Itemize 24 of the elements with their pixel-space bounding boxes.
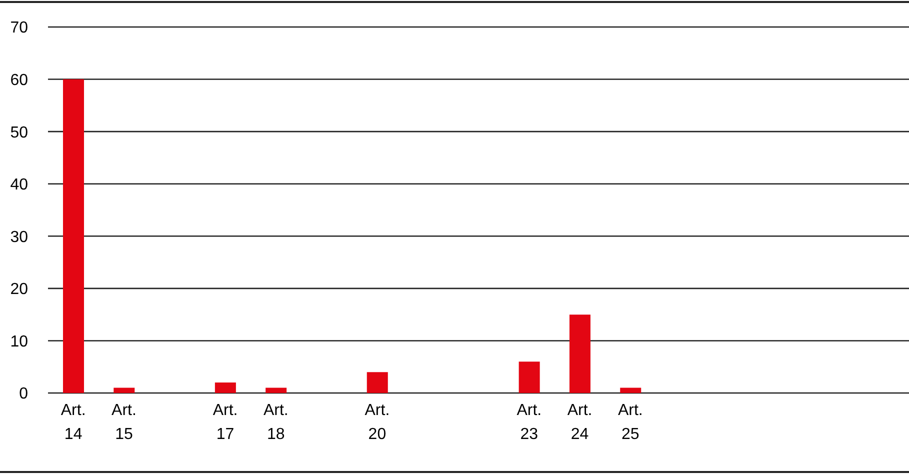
y-tick-label: 70 [10,20,28,37]
y-tick-label: 0 [19,386,28,403]
bar [366,372,388,393]
y-tick-label: 30 [10,228,28,246]
bar [266,388,287,393]
x-tick-label: Art. 17 [212,402,238,443]
x-tick-label: Art. 25 [618,402,643,443]
y-tick-label: 20 [10,281,28,298]
x-tick-label: Art. 24 [567,402,592,443]
y-tick-label: 40 [10,176,28,194]
bar [114,388,135,393]
bar [620,388,642,393]
x-tick-label: Art. 23 [516,402,542,443]
y-tick-label: 50 [10,124,28,142]
bar [214,382,236,393]
x-tick-label: Art. 14 [60,402,86,443]
x-tick-label: Art. 15 [112,402,136,443]
x-tick-label: Art. 20 [364,402,390,443]
y-tick-label: 60 [10,72,28,89]
bar [569,314,590,393]
bar [63,79,84,393]
y-tick-label: 10 [10,333,28,350]
x-tick-label: Art. 18 [263,402,288,443]
bar [518,362,540,393]
